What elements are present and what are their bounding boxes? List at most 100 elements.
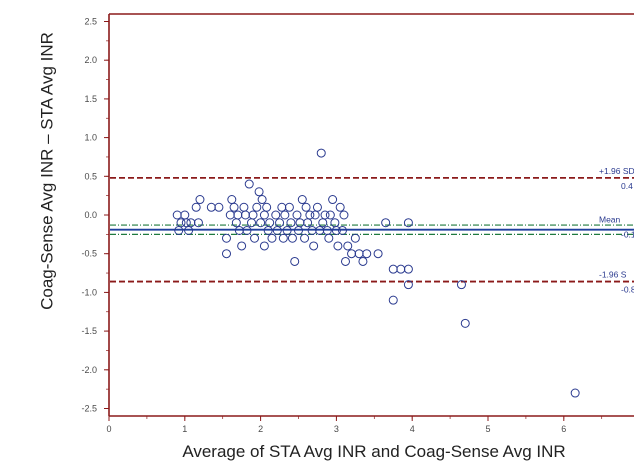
- y-tick-label: 1.5: [84, 94, 97, 104]
- data-point: [250, 233, 260, 243]
- data-point: [237, 241, 247, 251]
- data-point: [181, 218, 191, 228]
- data-point: [239, 202, 249, 212]
- data-point: [303, 218, 313, 228]
- data-point: [301, 202, 311, 212]
- data-point: [229, 202, 239, 212]
- data-point: [312, 202, 322, 212]
- data-point: [362, 249, 372, 259]
- data-point: [373, 249, 383, 259]
- x-tick-label: 1: [182, 424, 187, 434]
- y-tick-label: 0.5: [84, 171, 97, 181]
- data-point: [193, 218, 203, 228]
- data-point: [262, 202, 272, 212]
- data-point: [333, 241, 343, 251]
- x-tick-label: 6: [561, 424, 566, 434]
- data-point: [358, 256, 368, 266]
- data-point: [206, 202, 216, 212]
- data-point: [256, 218, 266, 228]
- y-tick-label: -0.5: [81, 249, 97, 259]
- lower_loa-label: -1.96 S: [599, 270, 627, 280]
- upper_loa-value-label: 0.4: [621, 181, 633, 191]
- data-point: [343, 241, 353, 251]
- data-point: [242, 225, 252, 235]
- data-point: [328, 195, 338, 205]
- data-point: [221, 249, 231, 259]
- data-point: [388, 264, 398, 274]
- data-point: [325, 210, 335, 220]
- data-point: [265, 218, 275, 228]
- x-tick-label: 3: [334, 424, 339, 434]
- data-point: [282, 225, 292, 235]
- data-point: [174, 225, 184, 235]
- lower_loa-value-label: -0.8: [621, 285, 634, 295]
- data-point: [381, 218, 391, 228]
- data-point: [191, 202, 201, 212]
- x-tick-label: 4: [410, 424, 415, 434]
- data-point: [324, 233, 334, 243]
- data-point: [247, 218, 257, 228]
- data-point: [278, 233, 288, 243]
- y-tick-label: -2.5: [81, 404, 97, 414]
- data-point: [214, 202, 224, 212]
- data-point: [280, 210, 290, 220]
- data-point: [195, 195, 205, 205]
- data-point: [456, 280, 466, 290]
- data-point: [180, 210, 190, 220]
- data-point: [300, 233, 310, 243]
- data-point: [259, 210, 269, 220]
- data-point: [286, 218, 296, 228]
- data-point: [271, 210, 281, 220]
- data-point: [309, 241, 319, 251]
- data-point: [172, 210, 182, 220]
- data-point: [248, 210, 258, 220]
- data-point: [305, 210, 315, 220]
- data-point: [316, 148, 326, 158]
- data-point: [290, 256, 300, 266]
- data-point: [297, 195, 307, 205]
- data-point: [335, 202, 345, 212]
- data-point: [227, 195, 237, 205]
- data-point: [570, 388, 580, 398]
- data-point: [221, 233, 231, 243]
- y-axis-label: Coag-Sense Avg INR – STA Avg INR: [37, 32, 56, 310]
- y-tick-label: 2.0: [84, 55, 97, 65]
- data-point: [347, 249, 357, 259]
- data-point: [320, 210, 330, 220]
- data-point: [339, 210, 349, 220]
- data-point: [252, 202, 262, 212]
- x-axis-label: Average of STA Avg INR and Coag-Sense Av…: [182, 442, 565, 461]
- data-point: [292, 210, 302, 220]
- data-point: [275, 218, 285, 228]
- data-point: [254, 187, 264, 197]
- mean-value-label: -0.1: [621, 230, 634, 240]
- y-tick-label: 1.0: [84, 133, 97, 143]
- upper_loa-label: +1.96 SD: [599, 166, 634, 176]
- y-tick-label: -1.0: [81, 287, 97, 297]
- data-point: [403, 264, 413, 274]
- data-point: [257, 195, 267, 205]
- y-tick-label: 2.5: [84, 17, 97, 27]
- data-point: [259, 241, 269, 251]
- data-point: [403, 280, 413, 290]
- y-tick-label: 0.0: [84, 210, 97, 220]
- x-tick-label: 2: [258, 424, 263, 434]
- x-tick-label: 5: [485, 424, 490, 434]
- data-point: [403, 218, 413, 228]
- data-point: [310, 210, 320, 220]
- data-point: [233, 210, 243, 220]
- data-point: [287, 233, 297, 243]
- y-axis-title-group: Coag-Sense Avg INR – STA Avg INR: [37, 32, 56, 310]
- data-point: [388, 295, 398, 305]
- x-tick-label: 0: [106, 424, 111, 434]
- data-point: [340, 256, 350, 266]
- data-point: [277, 202, 287, 212]
- plot-area: 2.5 2.0 1.5 1.0 0.5 0.0 -0.5 -1.0 -1.5 -2.0 -2.5 0 1…: [81, 13, 634, 434]
- data-point: [354, 249, 364, 259]
- data-point: [284, 202, 294, 212]
- data-point: [267, 233, 277, 243]
- data-point: [337, 225, 347, 235]
- data-point: [396, 264, 406, 274]
- data-point: [331, 225, 341, 235]
